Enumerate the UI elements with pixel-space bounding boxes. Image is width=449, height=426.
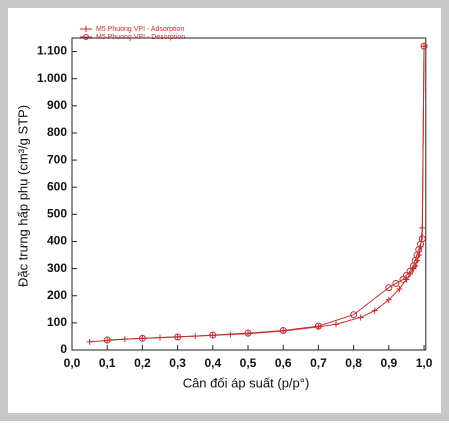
marker — [174, 333, 182, 341]
marker — [86, 338, 93, 345]
x-tick-label: 0,5 — [240, 356, 257, 370]
marker — [392, 280, 400, 288]
x-tick-label: 0,2 — [134, 356, 151, 370]
legend-label: M5 Phuong VPI - Desorption — [96, 34, 185, 41]
y-axis-label: Đặc trưng hấp phụ (cm³/g STP) — [15, 105, 30, 287]
y-tick-label: 500 — [47, 207, 67, 221]
marker — [138, 334, 146, 342]
y-tick-label: 800 — [47, 125, 67, 139]
marker — [385, 296, 392, 303]
x-tick-label: 0,1 — [99, 356, 116, 370]
legend-marker — [83, 26, 89, 32]
legend-marker — [83, 34, 89, 40]
y-tick-label: 300 — [47, 261, 67, 275]
y-tick-label: 1.000 — [37, 71, 67, 85]
x-tick-label: 0,4 — [204, 356, 221, 370]
y-tick-label: 0 — [60, 342, 67, 356]
marker — [420, 42, 428, 50]
legend-label: M5 Phuong VPI - Adsorption — [96, 26, 184, 33]
x-tick-label: 1,0 — [416, 356, 433, 370]
marker — [357, 314, 364, 321]
marker — [406, 267, 414, 275]
y-tick-label: 600 — [47, 179, 67, 193]
marker — [403, 276, 410, 283]
marker — [399, 275, 407, 283]
marker — [396, 285, 403, 292]
y-tick-label: 700 — [47, 152, 67, 166]
marker — [333, 321, 340, 328]
series-line — [107, 46, 425, 341]
y-tick-label: 1.100 — [37, 44, 67, 58]
marker — [103, 336, 111, 344]
plot-frame — [71, 37, 427, 351]
marker — [385, 284, 393, 292]
x-tick-label: 0,9 — [380, 356, 397, 370]
marker — [279, 326, 287, 334]
y-tick-label: 200 — [47, 288, 67, 302]
y-tick-label: 900 — [47, 98, 67, 112]
marker — [402, 271, 410, 279]
y-tick-label: 400 — [47, 234, 67, 248]
x-tick-label: 0,3 — [169, 356, 186, 370]
marker — [244, 329, 252, 337]
y-tick-label: 100 — [47, 315, 67, 329]
marker — [314, 322, 322, 330]
marker — [371, 307, 378, 314]
x-tick-label: 0,0 — [64, 356, 81, 370]
x-axis-label: Cân đối áp suất (p/p°) — [183, 375, 310, 390]
x-tick-label: 0,8 — [345, 356, 362, 370]
marker — [350, 311, 358, 319]
x-tick-label: 0,7 — [310, 356, 327, 370]
marker — [409, 262, 417, 270]
x-tick-label: 0,6 — [275, 356, 292, 370]
marker — [209, 331, 217, 339]
